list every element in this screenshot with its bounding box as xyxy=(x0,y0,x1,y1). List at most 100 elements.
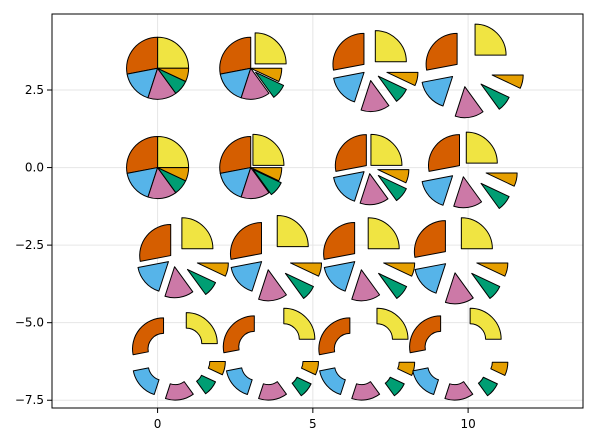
pie-slice xyxy=(471,272,501,299)
pie-slice xyxy=(126,136,159,174)
pie-slice xyxy=(377,169,410,184)
y-tick-label: −2.5 xyxy=(15,238,44,252)
x-tick-label: 0 xyxy=(154,417,162,431)
pie-slice xyxy=(367,217,400,250)
pie-slice xyxy=(421,75,454,107)
pie-slice xyxy=(444,272,474,305)
y-tick-label: 0.0 xyxy=(25,161,44,175)
pie xyxy=(219,32,287,100)
pie xyxy=(413,217,509,305)
pie-slice xyxy=(139,224,172,262)
pie-slice xyxy=(370,133,403,166)
pie-slice xyxy=(476,262,509,277)
pie-slice xyxy=(323,222,356,260)
pie-slice xyxy=(465,131,498,164)
x-tick-label: 10 xyxy=(460,417,475,431)
pie-slice xyxy=(377,174,407,202)
pie-slice xyxy=(383,262,416,277)
pie-slice xyxy=(490,361,509,376)
pie-slice xyxy=(283,307,316,340)
pie-slice xyxy=(377,75,407,102)
pie-slice xyxy=(132,367,160,396)
pie-slice xyxy=(276,215,309,248)
plot-frame xyxy=(51,13,584,409)
pie-slice xyxy=(250,67,283,83)
pie-slice xyxy=(289,262,323,277)
pie-slice xyxy=(333,171,365,202)
pie xyxy=(421,131,518,209)
pie-collection xyxy=(126,23,524,401)
pie-slice xyxy=(300,361,319,376)
pie-slice xyxy=(284,272,314,299)
pie-slice xyxy=(412,367,439,396)
pie-slice xyxy=(126,36,159,75)
pie-slice xyxy=(291,376,312,397)
pie-slice xyxy=(240,167,270,200)
pie-slice xyxy=(453,176,483,209)
pie xyxy=(333,133,410,206)
pie-slice xyxy=(360,80,390,113)
pie xyxy=(132,312,226,401)
pie-slice xyxy=(359,173,389,206)
pie-slice xyxy=(132,317,165,356)
pie-slice xyxy=(454,86,484,119)
pie-slice xyxy=(207,361,226,376)
pie-slice xyxy=(376,307,409,340)
pie-slice xyxy=(240,67,270,100)
pie-slice xyxy=(477,376,498,397)
pie-slice xyxy=(254,32,287,65)
pie-slice xyxy=(428,134,461,172)
pie-slice xyxy=(157,36,190,69)
pie-slice xyxy=(219,36,252,75)
pie-slice xyxy=(186,268,217,295)
pie xyxy=(126,36,190,100)
pie-slice xyxy=(425,32,458,71)
pie-slice xyxy=(164,381,194,401)
pie xyxy=(318,307,416,401)
y-tick-label: −7.5 xyxy=(15,393,44,407)
pie-slice xyxy=(181,217,214,250)
pie xyxy=(137,217,229,299)
y-tick-label: −5.0 xyxy=(15,316,44,330)
x-tick-label: 5 xyxy=(309,417,317,431)
pie-slice xyxy=(480,83,510,110)
pie xyxy=(126,136,190,200)
pie-slice xyxy=(164,266,194,299)
pie-slice xyxy=(491,74,524,89)
pie-slice xyxy=(485,172,518,187)
pie xyxy=(332,30,419,113)
pie-slice xyxy=(378,272,408,299)
pie-slice xyxy=(474,23,507,56)
pie-slice xyxy=(219,136,252,174)
pie-slice xyxy=(351,269,381,302)
pie xyxy=(219,133,285,200)
pie-slice xyxy=(250,167,283,182)
pie-slice xyxy=(258,269,287,302)
pie-slice xyxy=(409,315,442,354)
pie-slice xyxy=(319,367,346,396)
pie-slice xyxy=(480,182,510,209)
pie-slice xyxy=(334,134,367,172)
pie-slice xyxy=(351,381,381,401)
pie-slice xyxy=(230,261,263,292)
pie-slice xyxy=(157,67,190,83)
pie-slice xyxy=(397,361,416,376)
pie-slice xyxy=(157,136,190,169)
pie-slice xyxy=(333,71,365,103)
pie-slice xyxy=(469,307,502,340)
pie-slice xyxy=(421,175,454,206)
y-tick-label: 2.5 xyxy=(25,83,44,97)
pie-slice xyxy=(229,222,262,260)
pie-slice xyxy=(374,30,407,63)
pie-slice xyxy=(222,315,255,354)
pie-slice xyxy=(413,220,446,258)
pie-slice xyxy=(460,217,493,250)
pie xyxy=(409,307,509,401)
pie-slice xyxy=(252,133,285,166)
pie-slice xyxy=(332,32,365,71)
pie-slice xyxy=(225,367,253,396)
axis-ticks xyxy=(47,89,469,413)
pie-slice xyxy=(384,376,405,397)
pie-slice xyxy=(157,167,190,182)
